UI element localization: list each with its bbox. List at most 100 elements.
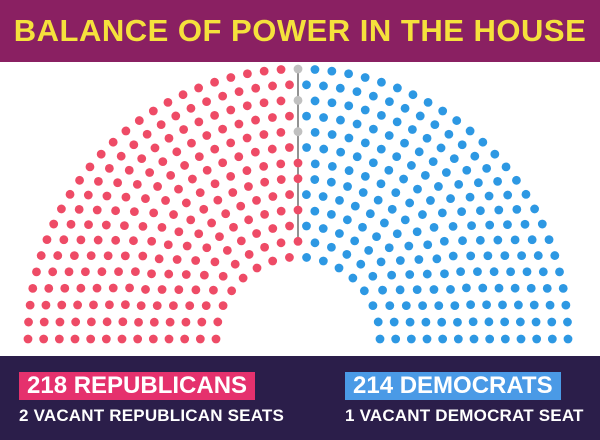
page-title: BALANCE OF POWER IN THE HOUSE xyxy=(13,13,587,48)
republican-seat xyxy=(141,285,150,294)
democrat-seat xyxy=(537,219,547,229)
democrat-seat xyxy=(558,284,568,293)
republican-seat xyxy=(268,224,278,233)
republican-seat xyxy=(202,165,212,175)
republican-seat xyxy=(226,138,236,148)
republican-seat xyxy=(174,227,184,237)
democrat-seat xyxy=(395,256,405,265)
republican-seat xyxy=(74,204,84,214)
democrat-seat xyxy=(364,245,374,255)
democrat-seat xyxy=(384,131,394,140)
vacant-seat xyxy=(293,95,303,105)
republican-seat xyxy=(129,207,139,217)
republican-seat xyxy=(213,195,223,205)
democrat-seat xyxy=(377,110,386,120)
democrat-seat xyxy=(407,125,417,134)
republican-seat xyxy=(226,73,236,82)
republican-seat xyxy=(84,220,93,230)
republican-seat xyxy=(174,285,184,295)
democrat-seat xyxy=(389,317,399,327)
republican-seat xyxy=(133,334,143,344)
democrat-seat xyxy=(512,175,521,185)
republican-seat xyxy=(260,242,269,252)
democrat-seat xyxy=(344,101,354,111)
democrat-seat xyxy=(400,103,410,113)
democrat-seat xyxy=(545,300,555,310)
republican-seat xyxy=(285,190,294,199)
republican-seat xyxy=(108,283,118,293)
democrat-seat xyxy=(335,196,344,205)
democrat-seat xyxy=(372,232,381,242)
republican-seat xyxy=(28,284,38,293)
democrat-seat xyxy=(310,65,320,74)
republican-seat xyxy=(121,126,131,136)
democrat-seat xyxy=(327,161,337,171)
democrat-seat xyxy=(368,158,378,168)
democrat-seat xyxy=(542,283,552,293)
vacant-seat xyxy=(293,64,303,74)
democrat-seat xyxy=(510,283,520,293)
republican-seat xyxy=(129,236,138,246)
democrat-seat xyxy=(467,221,476,231)
republican-seat xyxy=(76,283,86,293)
republican-seat xyxy=(251,115,260,125)
republican-seat xyxy=(169,210,178,219)
republican-seat xyxy=(172,255,182,264)
republican-seat xyxy=(285,143,294,152)
republican-seat xyxy=(121,192,131,202)
republican-seat xyxy=(120,251,130,261)
democrat-seat xyxy=(483,251,493,261)
democrat-seat xyxy=(510,235,520,245)
republican-seat xyxy=(131,267,140,277)
republican-seat xyxy=(226,105,236,115)
republican-seat xyxy=(147,269,156,279)
republican-seat xyxy=(75,175,84,185)
republican-seat xyxy=(157,285,167,294)
republican-seat xyxy=(154,254,164,264)
democrat-seat xyxy=(484,317,494,327)
republican-seat xyxy=(57,204,66,214)
democrat-seat xyxy=(373,195,383,205)
republican-seat xyxy=(157,222,167,232)
republican-seat xyxy=(25,300,35,310)
democrat-seat xyxy=(456,267,465,277)
republican-seat xyxy=(268,192,278,201)
democrat-seat xyxy=(500,251,510,261)
democrat-seat xyxy=(418,210,427,219)
republican-seat xyxy=(186,103,196,113)
democrat-seat xyxy=(468,317,478,327)
democrat-seat xyxy=(436,143,446,153)
democrat-seat xyxy=(310,96,320,106)
republican-seat xyxy=(102,317,112,327)
republican-seat xyxy=(120,221,129,231)
democrat-seat xyxy=(318,192,328,201)
republican-seat xyxy=(172,147,182,157)
republican-seat xyxy=(137,154,147,164)
republican-seat xyxy=(171,111,181,121)
democrat-seat xyxy=(457,207,467,217)
democrat-seat xyxy=(302,253,311,262)
democrat-seat xyxy=(405,198,415,208)
republican-seat xyxy=(65,189,75,199)
democrat-seat xyxy=(422,334,432,344)
democrat-seat xyxy=(343,182,352,191)
democrat-seat xyxy=(520,219,530,229)
republican-seat xyxy=(181,198,191,208)
republican-seat xyxy=(210,144,220,154)
republican-seat xyxy=(148,106,158,116)
democrat-seat xyxy=(527,235,537,245)
democrat-seat xyxy=(302,111,311,121)
republican-seat xyxy=(165,317,175,327)
republican-seat xyxy=(242,166,252,175)
republican-seat xyxy=(218,301,228,311)
democrat-seat xyxy=(377,77,386,87)
democrat-seat xyxy=(422,269,432,279)
democrat-seat xyxy=(500,317,510,327)
republican-seat xyxy=(222,245,232,255)
democrat-seat xyxy=(376,257,386,267)
republican-seat xyxy=(141,194,150,203)
democrat-seat xyxy=(326,177,336,187)
republican-seat xyxy=(250,147,260,157)
democrat-seat xyxy=(563,334,573,344)
republican-seat xyxy=(70,334,80,344)
